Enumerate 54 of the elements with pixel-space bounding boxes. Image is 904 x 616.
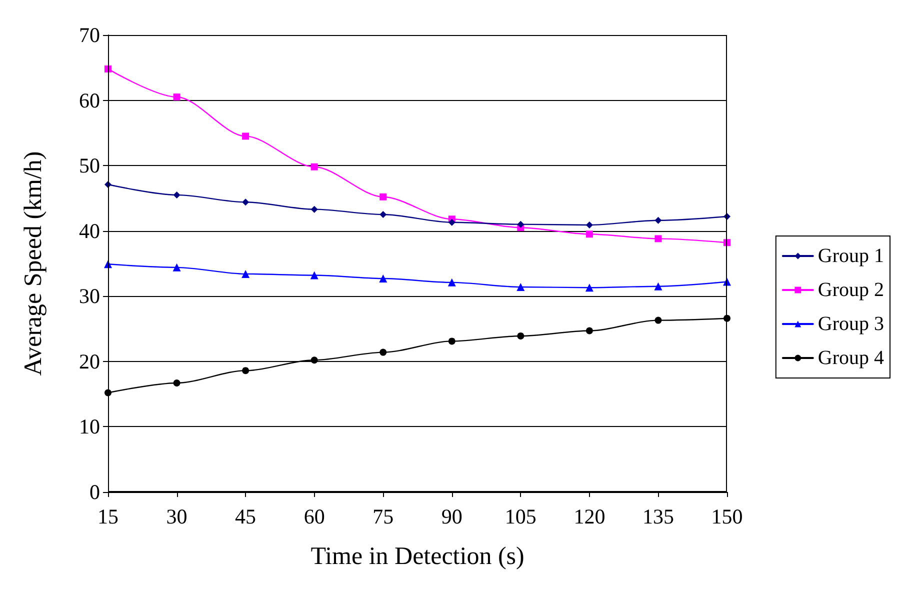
x-tick-label: 75 <box>372 504 394 528</box>
legend-label: Group 2 <box>818 279 884 301</box>
point <box>654 316 662 324</box>
point <box>172 263 181 272</box>
point <box>173 94 180 101</box>
y-tick-label: 10 <box>79 414 100 439</box>
point <box>310 206 318 213</box>
x-tick-label: 150 <box>711 504 743 528</box>
x-tick-label: 30 <box>166 504 188 528</box>
point <box>173 191 180 198</box>
y-tick-label: 50 <box>79 154 100 178</box>
point <box>380 211 387 218</box>
point <box>586 327 593 334</box>
point <box>242 367 250 374</box>
point <box>586 221 593 228</box>
point <box>310 271 318 280</box>
y-tick-label: 70 <box>79 23 100 47</box>
point <box>242 270 250 278</box>
y-axis-title: Average Speed (km/h) <box>20 151 47 376</box>
y-tick-label: 60 <box>79 88 100 112</box>
legend-label: Group 3 <box>818 313 884 335</box>
point <box>310 356 318 364</box>
point <box>448 278 456 286</box>
y-tick-label: 40 <box>79 218 100 243</box>
legend-label: Group 4 <box>818 347 884 369</box>
point <box>310 163 318 170</box>
x-tick-label: 15 <box>98 504 118 528</box>
x-tick-label: 105 <box>504 504 536 528</box>
point <box>242 198 250 206</box>
x-tick-label: 45 <box>235 504 256 528</box>
point <box>448 218 456 226</box>
x-tick-label: 135 <box>642 504 674 528</box>
y-tick-label: 0 <box>90 480 100 504</box>
point <box>517 332 524 340</box>
point <box>654 235 662 242</box>
point <box>242 132 250 140</box>
point <box>585 284 594 292</box>
point <box>380 193 387 200</box>
point <box>516 283 525 292</box>
x-tick-label: 120 <box>574 504 606 528</box>
y-tick-label: 30 <box>79 284 100 308</box>
point <box>380 348 387 356</box>
x-axis-title: Time in Detection (s) <box>310 543 524 570</box>
point <box>517 220 524 228</box>
x-tick-label: 60 <box>304 504 325 528</box>
point <box>448 338 456 345</box>
x-tick-label: 90 <box>441 504 462 528</box>
point <box>654 216 662 224</box>
y-tick-label: 20 <box>79 349 100 374</box>
point <box>173 379 180 386</box>
point <box>379 274 388 283</box>
point <box>586 230 593 238</box>
point <box>654 282 662 290</box>
legend-label: Group 1 <box>818 245 884 267</box>
